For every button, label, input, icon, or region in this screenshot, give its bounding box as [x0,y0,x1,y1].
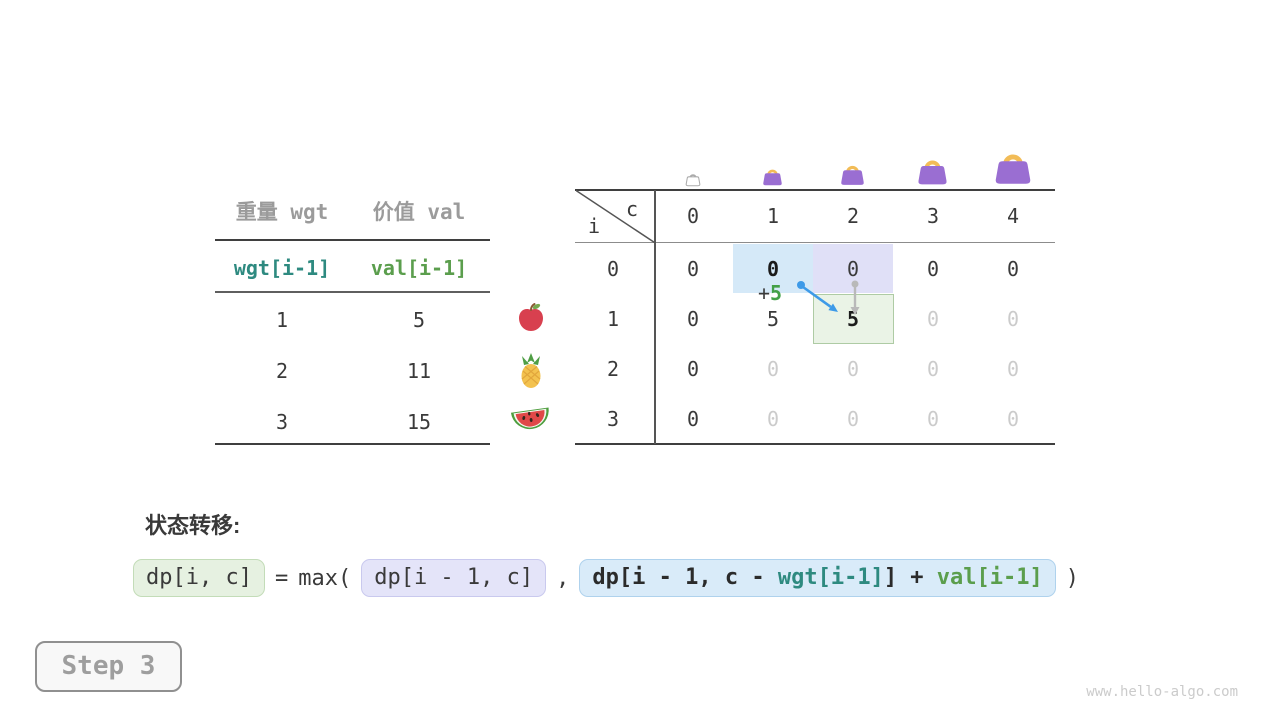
pineapple-icon [521,353,541,388]
item-row-1-weight: 1 [275,308,289,332]
formula-equals: = [274,565,289,591]
dp-row-header-2: 2 [606,357,620,381]
dp-cell-3-2: 0 [846,407,860,431]
bag-outline-icon [685,174,701,187]
dp-cell-3-0: 0 [686,407,700,431]
dp-row-header-1: 1 [606,307,620,331]
formula-arg2-pill: dp[i - 1, c - wgt[i-1]] + val[i-1] [579,559,1056,597]
item-row-1-value: 5 [412,308,426,332]
dp-cell-2-0: 0 [686,357,700,381]
items-table-rule-top [215,239,490,241]
dp-cell-2-4: 0 [1006,357,1020,381]
item-row-2-weight: 2 [275,359,289,383]
dp-cell-0-4: 0 [1006,257,1020,281]
transition-arrows [797,280,860,315]
blue-diagonal-arrow [797,281,838,312]
watermelon-icon [510,407,549,430]
dp-rule-top [575,189,1055,191]
dp-col-header-2: 2 [846,204,860,228]
dp-rule-bottom [575,443,1055,445]
dp-col-header-4: 4 [1006,204,1020,228]
formula-close-paren: ) [1065,565,1080,591]
dp-col-header-3: 3 [926,204,940,228]
dp-cell-0-0: 0 [686,257,700,281]
formula-arg2-val: val[i-1] [936,565,1043,590]
dp-cell-0-1: 0 [766,257,780,281]
dp-cell-2-2: 0 [846,357,860,381]
dp-cell-0-2: 0 [846,257,860,281]
dp-corner-diagonal [576,190,655,243]
transition-label: 状态转移: [145,513,241,538]
step-button[interactable]: Step 3 [35,641,182,692]
dp-row-header-0: 0 [606,257,620,281]
item-row-3-value: 15 [406,410,432,434]
dp-cell-0-3: 0 [926,257,940,281]
formula-lhs-pill: dp[i, c] [133,559,265,597]
dp-cell-3-3: 0 [926,407,940,431]
added-value: 5 [770,281,783,305]
item-row-3-weight: 3 [275,410,289,434]
transition-formula: dp[i, c] = max( dp[i - 1, c] , dp[i - 1,… [133,559,1079,597]
bag-xlarge-icon [995,154,1031,184]
gray-down-arrow [850,280,860,315]
items-symbol-val: val[i-1] [370,256,468,280]
formula-arg2-part1: dp[i - 1, c - [592,565,778,590]
dp-rule-header [575,242,1055,244]
dp-cell-2-3: 0 [926,357,940,381]
items-col-header-weight: 重量 wgt [235,200,329,224]
plus-sign: + [758,281,771,305]
formula-arg1-pill: dp[i - 1, c] [361,559,547,597]
watermark: www.hello-algo.com [1086,684,1238,700]
apple-icon [519,303,543,331]
items-col-header-value: 价值 val [372,200,466,224]
dp-corner-label-i: i [588,214,601,238]
item-row-2-value: 11 [406,359,432,383]
dp-rule-vertical [654,190,656,444]
bag-small-icon [763,169,782,186]
dp-col-header-1: 1 [766,204,780,228]
dp-cell-2-1: 0 [766,357,780,381]
dp-row-header-3: 3 [606,407,620,431]
formula-comma: , [556,565,570,591]
formula-arg2-wgt: wgt[i-1] [777,565,884,590]
bag-medium-icon [841,165,864,185]
formula-arg2-part2: ] + [883,565,937,590]
dp-cell-1-4: 0 [1006,307,1020,331]
bag-large-icon [918,160,947,185]
formula-max-open: max( [298,565,352,591]
dp-cell-1-3: 0 [926,307,940,331]
transition-add-annotation: +5 [758,282,782,304]
dp-cell-3-1: 0 [766,407,780,431]
items-symbol-wgt: wgt[i-1] [233,256,331,280]
items-table-rule-middle [215,291,490,293]
dp-cell-1-0: 0 [686,307,700,331]
items-table-rule-bottom [215,443,490,445]
dp-col-header-0: 0 [686,204,700,228]
dp-cell-3-4: 0 [1006,407,1020,431]
dp-cell-1-1: 5 [766,307,780,331]
dp-corner-label-c: c [626,197,639,221]
